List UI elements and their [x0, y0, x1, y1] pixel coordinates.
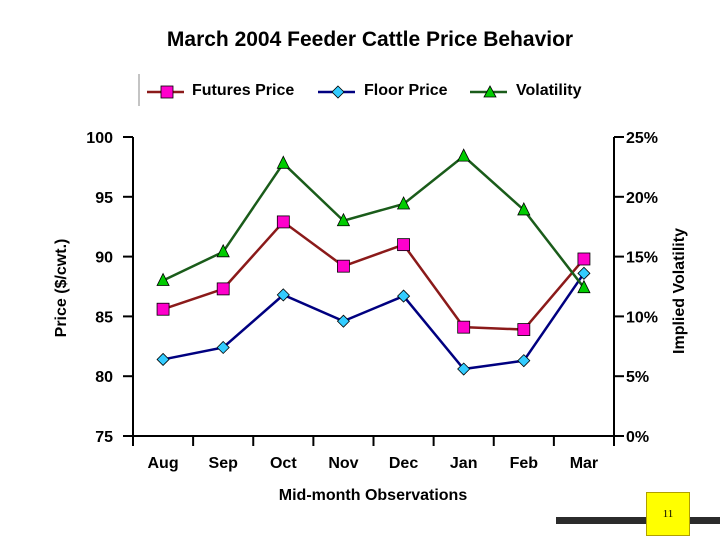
point-floor-price: [336, 314, 351, 328]
legend-label-volatility: Volatility: [516, 82, 582, 99]
point-futures-price: [156, 302, 170, 316]
x-tick-label: Mar: [570, 455, 598, 472]
point-floor-price: [517, 354, 531, 368]
x-tick-label: Jan: [450, 455, 478, 472]
y2-tick-label: 0%: [626, 429, 649, 446]
y2-tick-label: 5%: [626, 369, 649, 386]
x-axis-title: Mid-month Observations: [279, 487, 468, 504]
plot-area: [156, 148, 591, 376]
x-tick-label: Feb: [510, 455, 539, 472]
point-futures-price: [216, 282, 230, 296]
legend-marker-volatility: [483, 85, 497, 98]
y-tick-label: 95: [95, 190, 113, 207]
point-floor-price: [396, 289, 411, 303]
legend: Futures Price Floor Price Volatility: [138, 74, 582, 106]
y-tick-label: 100: [86, 130, 113, 147]
x-tick-label: Sep: [209, 455, 239, 472]
series-line-volatility: [162, 154, 585, 289]
x-tick-label: Dec: [389, 455, 418, 472]
point-volatility: [457, 148, 471, 162]
point-floor-price: [577, 266, 591, 280]
point-volatility: [396, 196, 411, 210]
point-futures-price: [397, 238, 410, 252]
point-volatility: [216, 243, 230, 258]
y2-axis-title: Implied Volatility: [671, 228, 688, 354]
y-axis-title: Price ($/cwt.): [53, 239, 70, 338]
point-volatility: [336, 212, 351, 227]
legend-item-volatility: Volatility: [470, 82, 582, 99]
legend-item-futures: Futures Price: [147, 82, 294, 99]
legend-marker-futures: [160, 85, 174, 99]
point-floor-price: [457, 362, 471, 376]
y-tick-label: 85: [95, 309, 113, 326]
point-floor-price: [276, 288, 290, 302]
y2-tick-label: 20%: [626, 190, 658, 207]
x-tick-label: Aug: [148, 455, 179, 472]
y-tick-label: 75: [95, 429, 113, 446]
series-line-futures-price: [162, 220, 585, 331]
footer-bar: [556, 517, 720, 524]
legend-label-futures: Futures Price: [192, 82, 294, 99]
y2-tick-label: 10%: [626, 309, 658, 326]
point-futures-price: [337, 259, 350, 273]
point-volatility: [156, 272, 170, 286]
x-tick-label: Nov: [328, 455, 358, 472]
point-futures-price: [577, 252, 591, 266]
point-floor-price: [156, 352, 170, 367]
y-tick-label: 90: [95, 250, 113, 267]
page-number: 11: [646, 492, 690, 536]
point-floor-price: [216, 340, 230, 355]
point-volatility: [517, 202, 531, 216]
legend-label-floor: Floor Price: [364, 82, 448, 99]
point-futures-price: [457, 320, 471, 334]
ticks: 75 80 85 90 95 100 0% 5% 10% 15% 20% 25% Aug Sep Oct No…: [86, 130, 658, 472]
series-line-floor-price: [162, 272, 585, 371]
chart-title: March 2004 Feeder Cattle Price Behavior: [167, 28, 573, 51]
y2-tick-label: 25%: [626, 130, 658, 147]
point-futures-price: [276, 215, 290, 229]
point-futures-price: [517, 323, 531, 336]
legend-marker-floor: [331, 85, 345, 99]
y2-tick-label: 15%: [626, 250, 658, 267]
legend-item-floor: Floor Price: [318, 82, 448, 99]
x-tick-label: Oct: [270, 455, 297, 472]
y-tick-label: 80: [95, 369, 113, 386]
point-volatility: [276, 155, 290, 169]
point-volatility: [577, 279, 591, 294]
